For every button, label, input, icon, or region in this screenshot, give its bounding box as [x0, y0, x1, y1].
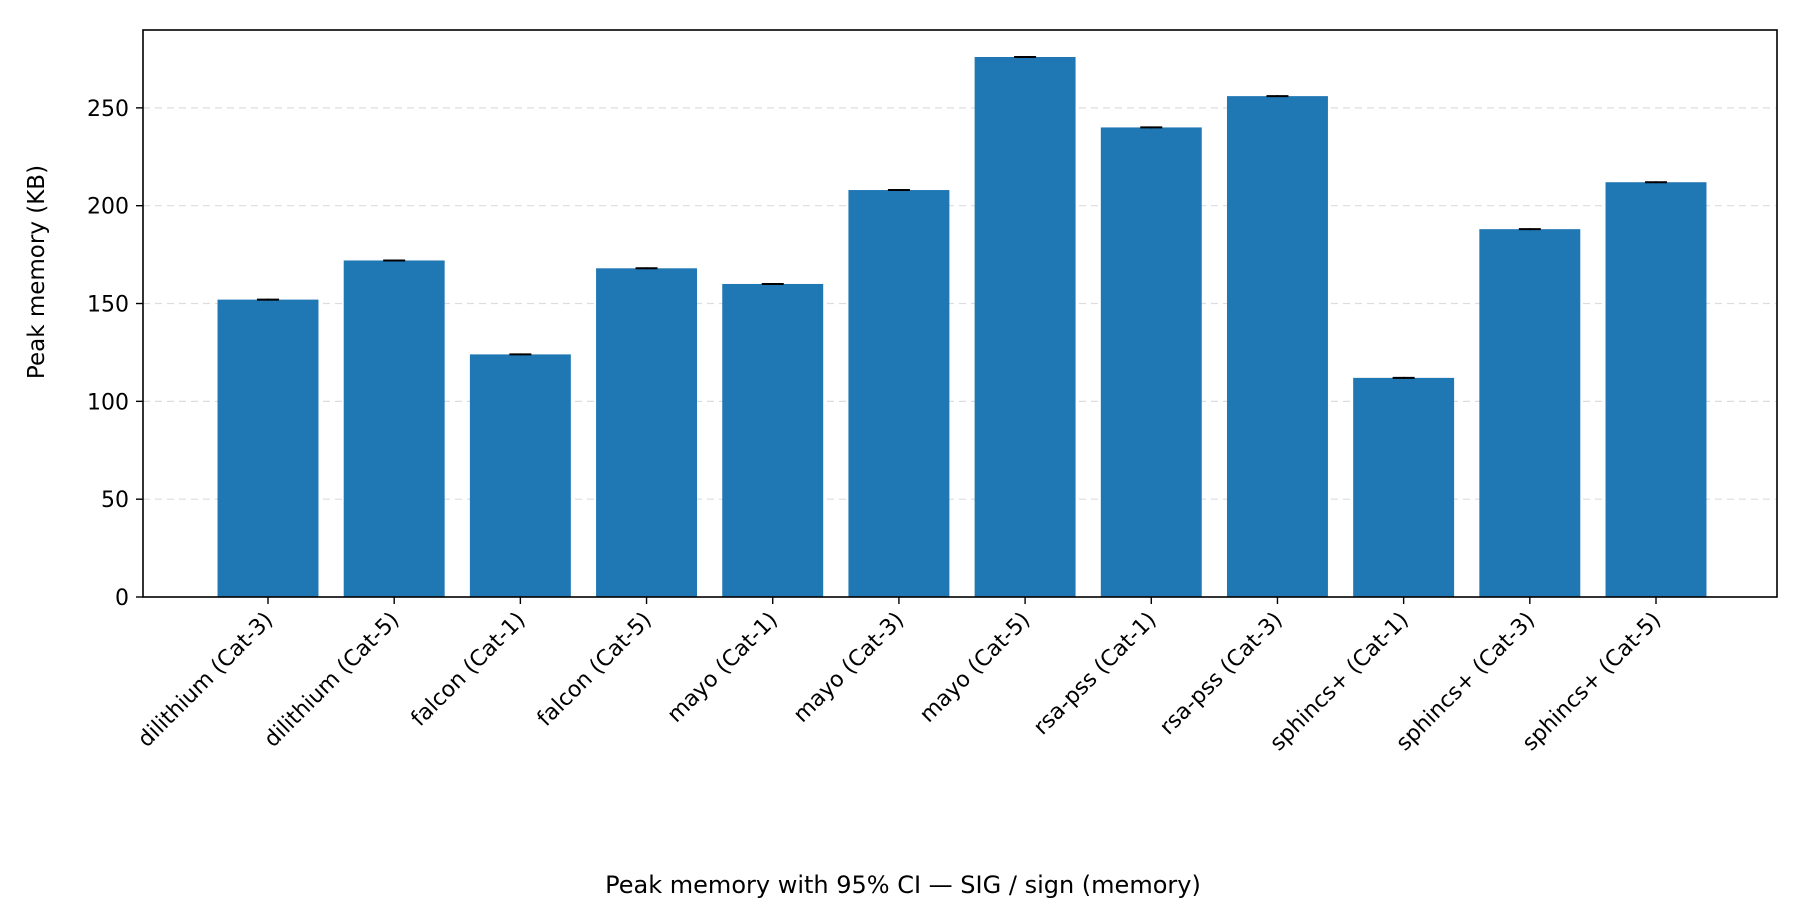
x-tick-label: dilithium (Cat-5) [260, 608, 405, 753]
bar [1605, 182, 1707, 597]
y-tick-label: 200 [87, 195, 129, 220]
x-tick-label: mayo (Cat-1) [663, 608, 783, 728]
y-tick-label: 100 [87, 390, 129, 415]
bar [1100, 127, 1202, 597]
bar [974, 57, 1076, 597]
bar [343, 260, 445, 597]
x-tick-label: rsa-pss (Cat-1) [1029, 608, 1162, 741]
x-tick-label: falcon (Cat-1) [407, 608, 531, 732]
y-tick-label: 50 [101, 488, 129, 513]
x-tick-label: sphincs+ (Cat-5) [1518, 608, 1666, 756]
bar [596, 268, 698, 597]
bar [1226, 96, 1328, 597]
x-tick-label: falcon (Cat-5) [533, 608, 657, 732]
x-axis-ticks: dilithium (Cat-3)dilithium (Cat-5) falcon… [133, 597, 1666, 756]
chart-caption: Peak memory with 95% CI — SIG / sign (me… [605, 871, 1201, 899]
plot-area-frame [142, 29, 1778, 598]
bar [1353, 377, 1455, 597]
bar [1479, 229, 1581, 597]
x-tick-label: sphincs+ (Cat-3) [1392, 608, 1540, 756]
x-tick-label: sphincs+ (Cat-1) [1265, 608, 1413, 756]
x-tick-label: mayo (Cat-3) [789, 608, 909, 728]
x-tick-label: rsa-pss (Cat-3) [1155, 608, 1288, 741]
error-bars [257, 56, 1667, 379]
y-axis-label: Peak memory (KB) [24, 165, 50, 379]
bar [722, 283, 824, 597]
bar [848, 190, 950, 598]
y-axis-ticks: 0 50 100 150 200 250 [87, 97, 143, 611]
y-tick-label: 250 [87, 97, 129, 122]
y-tick-label: 0 [115, 586, 129, 611]
x-tick-label: mayo (Cat-5) [915, 608, 1035, 728]
y-tick-label: 150 [87, 293, 129, 318]
bar [469, 354, 571, 597]
x-tick-label: dilithium (Cat-3) [133, 608, 278, 753]
bar [217, 299, 319, 597]
bars [217, 57, 1707, 598]
